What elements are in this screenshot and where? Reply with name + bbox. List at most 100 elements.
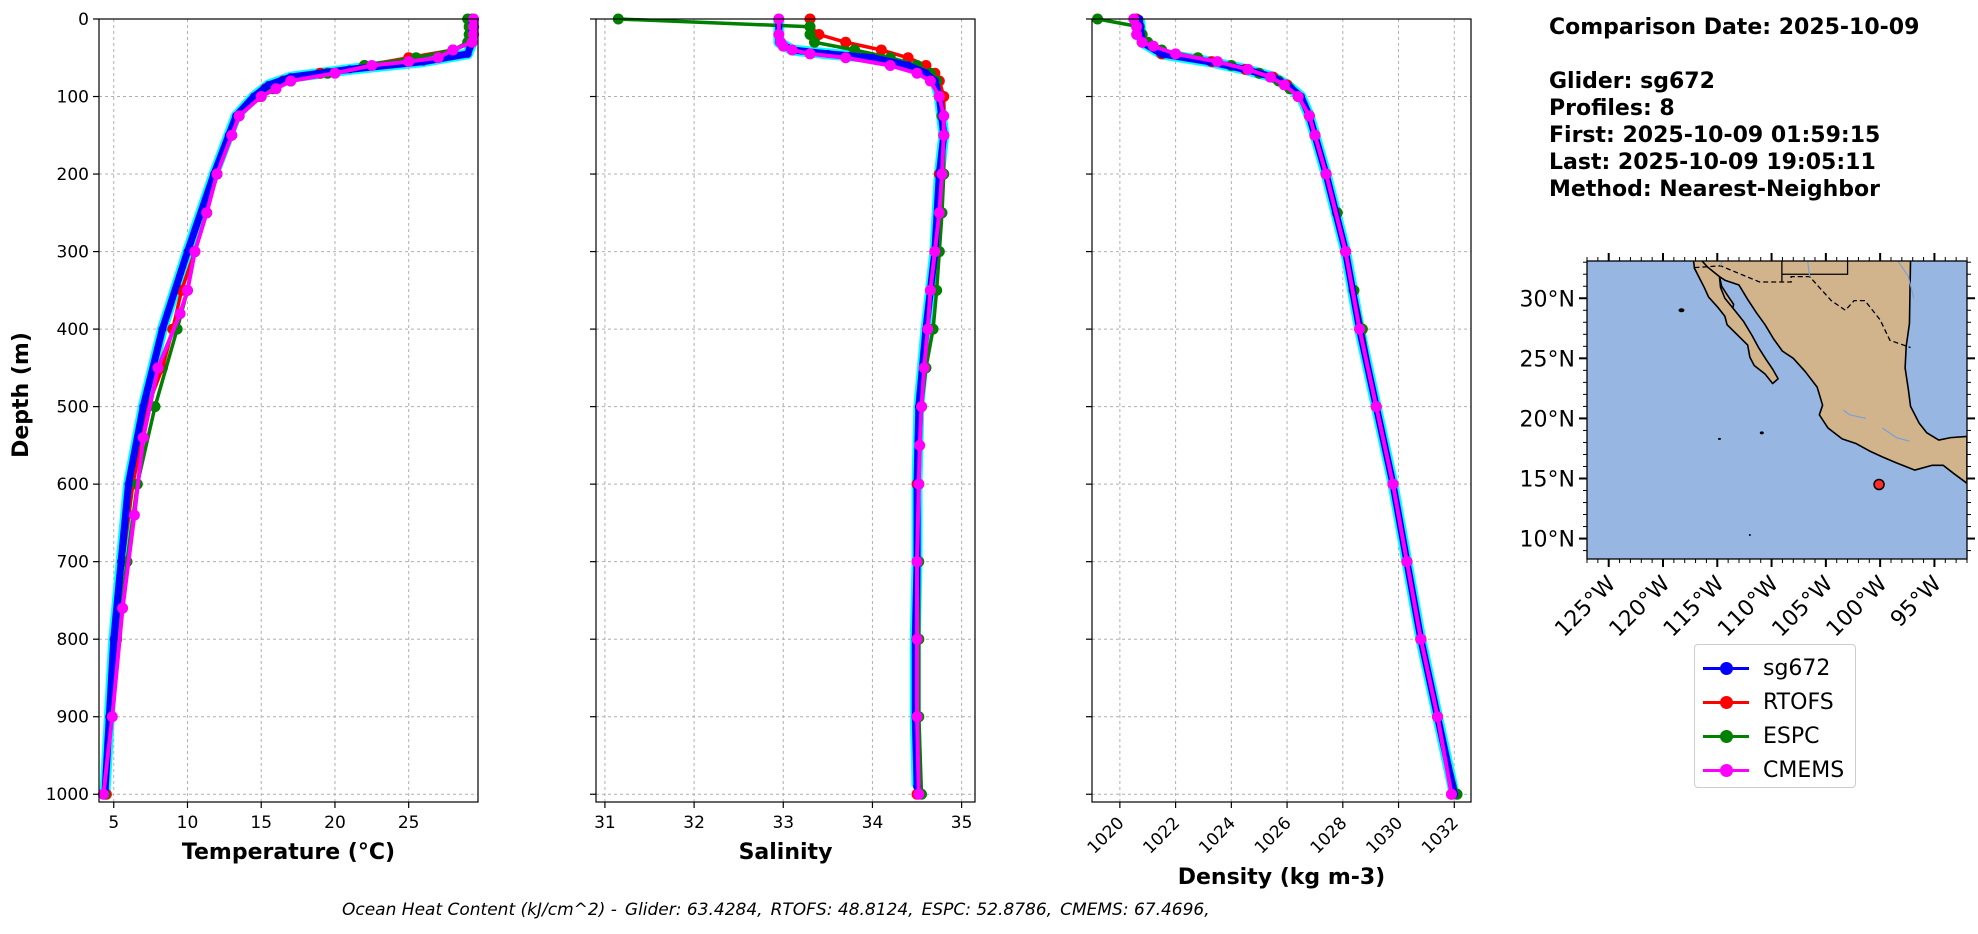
y-tick-label: 600 bbox=[57, 475, 89, 495]
density-panel: 1020 1022 1024 1026 1028 1030 1032 Density (kg … bbox=[1084, 13, 1472, 890]
data-point-sg672 bbox=[1157, 49, 1166, 58]
map-island bbox=[1678, 308, 1685, 313]
data-point-cmems bbox=[913, 478, 925, 490]
data-point-cmems bbox=[174, 308, 186, 320]
data-point-cmems bbox=[914, 439, 926, 451]
data-point-cmems bbox=[1136, 36, 1148, 48]
map-island bbox=[1748, 533, 1751, 536]
data-point-cmems bbox=[1340, 246, 1352, 258]
legend-swatch bbox=[1703, 695, 1749, 709]
data-point-cmems bbox=[1292, 91, 1304, 103]
series-line-cmems bbox=[1131, 18, 1454, 795]
data-point-cmems bbox=[915, 401, 927, 413]
data-point-cmems bbox=[226, 129, 238, 141]
data-point-cmems bbox=[918, 362, 930, 374]
data-point-cmems bbox=[929, 246, 941, 258]
legend-item-cmems: CMEMS bbox=[1703, 755, 1844, 785]
data-point-cmems bbox=[432, 52, 444, 64]
series-line-espc bbox=[1097, 17, 1459, 795]
ohc-rtofs: RTOFS: 48.8124, bbox=[770, 900, 914, 920]
data-point-sg672 bbox=[183, 247, 192, 256]
data-point-cmems bbox=[1278, 79, 1290, 91]
legend-item-rtofs: RTOFS bbox=[1703, 687, 1834, 717]
data-point-cmems bbox=[366, 60, 378, 72]
x-tick-label: 10 bbox=[177, 813, 199, 833]
map-lat-label: 10°N bbox=[1520, 528, 1575, 553]
data-point-sg672 bbox=[264, 80, 273, 89]
depth-axis-label: Depth (m) bbox=[9, 332, 34, 458]
map-land-baja bbox=[1692, 261, 1779, 385]
data-point-cmems bbox=[1147, 40, 1159, 52]
glider-name: Glider: sg672 bbox=[1549, 69, 1715, 94]
ohc-prefix: Ocean Heat Content (kJ/cm^2) - bbox=[342, 900, 617, 920]
data-point-cmems bbox=[1445, 788, 1457, 800]
legend-swatch bbox=[1703, 661, 1749, 675]
y-tick-label: 500 bbox=[57, 398, 89, 418]
x-tick-label: 31 bbox=[594, 813, 616, 833]
data-point-rtofs bbox=[840, 36, 852, 48]
data-point-cmems bbox=[804, 48, 816, 60]
data-point-sg672 bbox=[904, 61, 913, 70]
map-lon-label: 100°W bbox=[1822, 571, 1893, 642]
first-time: First: 2025-10-09 01:59:15 bbox=[1549, 123, 1881, 148]
x-tick-label: 33 bbox=[772, 813, 794, 833]
data-point-cmems bbox=[1264, 71, 1276, 83]
data-point-cmems bbox=[777, 40, 789, 52]
data-point-espc bbox=[808, 36, 820, 48]
y-tick-label: 900 bbox=[57, 708, 89, 728]
legend-swatch bbox=[1703, 729, 1749, 743]
legend-label: ESPC bbox=[1763, 723, 1820, 749]
data-point-cmems bbox=[1242, 63, 1254, 75]
data-point-espc bbox=[804, 21, 816, 33]
series-line-espc bbox=[618, 17, 946, 795]
ocean-heat-content: Ocean Heat Content (kJ/cm^2) - Glider: 63… bbox=[342, 900, 1218, 920]
comparison-date: Comparison Date: 2025-10-09 bbox=[1549, 15, 1920, 40]
map-island bbox=[1759, 431, 1764, 435]
map-state-line bbox=[1781, 261, 1849, 275]
y-tick-label: 1000 bbox=[46, 785, 89, 805]
y-tick-label: 300 bbox=[57, 243, 89, 263]
data-point-cmems bbox=[137, 432, 149, 444]
data-point-cmems bbox=[189, 246, 201, 258]
x-tick-label: 34 bbox=[862, 813, 884, 833]
map-island bbox=[1717, 437, 1721, 440]
y-tick-label: 0 bbox=[78, 10, 89, 30]
data-point-cmems bbox=[1370, 401, 1382, 413]
legend-label: CMEMS bbox=[1763, 757, 1845, 783]
data-point-cmems bbox=[117, 602, 129, 614]
x-axis-label: Density (kg m-3) bbox=[1178, 865, 1386, 890]
data-point-cmems bbox=[97, 788, 109, 800]
legend-swatch bbox=[1703, 763, 1749, 777]
map-lat-label: 15°N bbox=[1520, 467, 1575, 492]
data-point-cmems bbox=[924, 75, 936, 87]
legend-label: sg672 bbox=[1763, 655, 1831, 681]
data-point-cmems bbox=[233, 110, 245, 122]
x-tick-label: 1032 bbox=[1418, 813, 1463, 858]
data-point-cmems bbox=[211, 168, 223, 180]
map-river bbox=[1881, 427, 1910, 442]
data-point-cmems bbox=[938, 110, 950, 122]
data-point-cmems bbox=[911, 67, 923, 79]
last-time: Last: 2025-10-09 19:05:11 bbox=[1549, 150, 1876, 175]
data-point-cmems bbox=[911, 711, 923, 723]
data-point-sg672 bbox=[109, 635, 118, 644]
y-tick-label: 800 bbox=[57, 630, 89, 650]
map-river bbox=[1719, 261, 1723, 266]
map-frame bbox=[1586, 260, 1968, 560]
x-tick-label: 1030 bbox=[1362, 813, 1407, 858]
x-tick-label: 20 bbox=[324, 813, 346, 833]
glider-marker bbox=[1873, 478, 1885, 491]
data-point-cmems bbox=[466, 36, 478, 48]
ohc-glider: Glider: 63.4284, bbox=[624, 900, 763, 920]
x-tick-label: 1028 bbox=[1307, 813, 1352, 858]
data-point-sg672 bbox=[117, 557, 126, 566]
data-point-cmems bbox=[1415, 633, 1427, 645]
axes-frame bbox=[98, 18, 479, 803]
data-point-cmems bbox=[786, 44, 798, 56]
data-point-rtofs bbox=[875, 44, 887, 56]
data-point-cmems bbox=[922, 323, 934, 335]
data-point-cmems bbox=[1131, 21, 1143, 33]
data-point-cmems bbox=[938, 129, 950, 141]
y-tick-label: 700 bbox=[57, 553, 89, 573]
